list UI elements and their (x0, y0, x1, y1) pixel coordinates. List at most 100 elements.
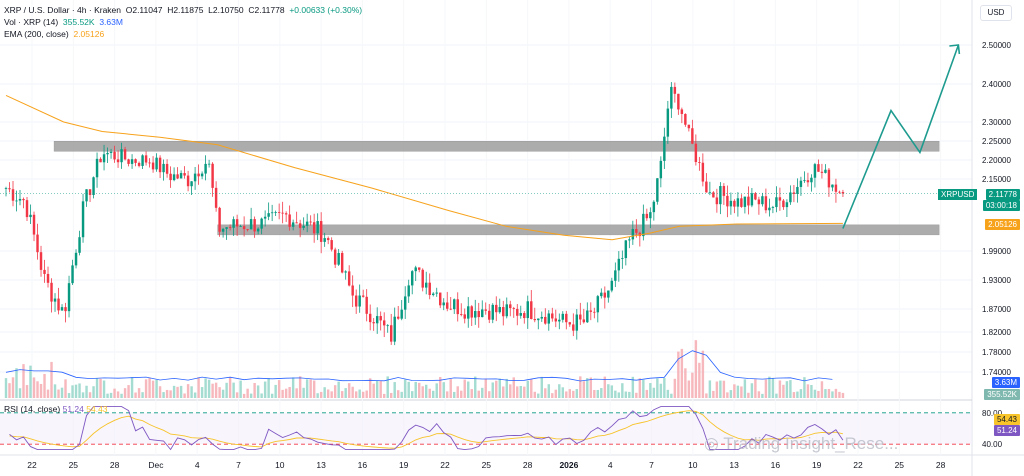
candle-body (628, 239, 631, 241)
candle-body (67, 283, 71, 312)
ema-200-line (5, 94, 843, 241)
candle-body (85, 189, 88, 202)
volume-bar (831, 391, 834, 398)
volume-bar (319, 391, 323, 398)
legend-symbol[interactable]: XRP / U.S. Dollar · 4h · Kraken (4, 5, 121, 15)
volume-bar (197, 377, 200, 398)
candle-body (537, 318, 540, 321)
candle-body (484, 309, 487, 311)
candle-body (141, 155, 144, 166)
volume-bar (120, 393, 123, 398)
volume-bar (64, 379, 67, 398)
candle-body (425, 282, 428, 288)
candle-body (554, 318, 558, 322)
volume-bar (379, 380, 382, 398)
time-tick-label: 22 (27, 460, 37, 470)
candle-body (827, 169, 831, 188)
volume-bar (694, 340, 698, 398)
volume-bar (775, 393, 778, 398)
candle-body (505, 304, 508, 317)
candle-body (116, 159, 120, 163)
price-tick-label: 1.93000 (982, 276, 1011, 285)
candle-body (148, 162, 151, 164)
volume-bar (256, 385, 260, 398)
legend-high: H2.11875 (167, 5, 204, 15)
candle-body (39, 252, 43, 270)
candle-body (43, 269, 46, 274)
candle-body (789, 192, 792, 203)
candle-body (382, 320, 386, 326)
legend-volume-row[interactable]: Vol · XRP (14) 355.52K 3.63M (4, 16, 362, 28)
volume-bar (386, 376, 389, 398)
candle-body (775, 197, 778, 208)
candle-body (838, 191, 841, 193)
volume-bar (516, 386, 519, 398)
candle-body (351, 285, 354, 296)
candle-body (305, 221, 309, 226)
candle-body (803, 180, 806, 182)
chart-legend: XRP / U.S. Dollar · 4h · Kraken O2.11047… (4, 4, 362, 40)
candle-body (726, 195, 729, 207)
volume-bar (57, 389, 60, 398)
candle-body (197, 173, 200, 177)
candle-body (719, 186, 722, 205)
volume-bar (561, 387, 565, 398)
candle-body (239, 226, 242, 227)
candle-body (372, 322, 375, 324)
volume-bar (351, 386, 354, 398)
volume-bar (375, 381, 379, 398)
candle-body (516, 308, 519, 316)
volume-bar (78, 383, 81, 398)
time-tick-label: 19 (399, 460, 409, 470)
volume-bar (757, 391, 761, 398)
candle-body (607, 290, 610, 298)
volume-bar (726, 392, 729, 398)
volume-bar (677, 351, 680, 398)
candle-body (155, 157, 158, 170)
watermark-text: ◎ Trading Insight_Rese... (704, 434, 899, 453)
candle-body (596, 296, 600, 313)
candle-body (820, 171, 824, 173)
volume-bar (214, 382, 218, 398)
volume-bar (586, 378, 589, 398)
volume-bar (330, 391, 333, 398)
volume-bar (736, 385, 740, 398)
volume-bar (323, 387, 326, 398)
candle-body (663, 136, 666, 161)
volume-bar (428, 388, 431, 398)
volume-bar (298, 376, 302, 398)
volume-bar (715, 381, 719, 398)
volume-bar (372, 383, 375, 398)
rsi-legend[interactable]: RSI (14, close) 51.24 54.43 (4, 404, 108, 414)
volume-bar (673, 378, 677, 398)
candle-body (687, 124, 691, 129)
currency-button[interactable]: USD (980, 5, 1012, 21)
volume-bar (638, 378, 642, 398)
candle-body (624, 240, 628, 259)
candle-body (701, 162, 705, 182)
volume-bar (761, 393, 764, 398)
volume-bar (354, 391, 358, 398)
candle-body (260, 218, 263, 229)
candle-body (162, 163, 165, 173)
candle-body (414, 267, 417, 272)
volume-bar (39, 383, 43, 398)
candle-body (540, 316, 544, 319)
legend-ema-row[interactable]: EMA (200, close) 2.05126 (4, 28, 362, 40)
candle-body (330, 240, 333, 250)
candle-body (659, 160, 663, 179)
volume-bar (169, 390, 172, 398)
candle-body (652, 201, 656, 213)
volume-bar (789, 380, 792, 398)
volume-bar (747, 392, 750, 398)
volume-bar (400, 391, 403, 398)
candle-body (417, 267, 421, 270)
volume-bar (554, 389, 558, 398)
candle-body (400, 309, 403, 319)
volume-bar (204, 378, 207, 398)
candle-body (25, 200, 29, 218)
time-tick-label: 25 (895, 460, 905, 470)
candle-body (439, 292, 442, 306)
volume-bar (291, 377, 295, 398)
